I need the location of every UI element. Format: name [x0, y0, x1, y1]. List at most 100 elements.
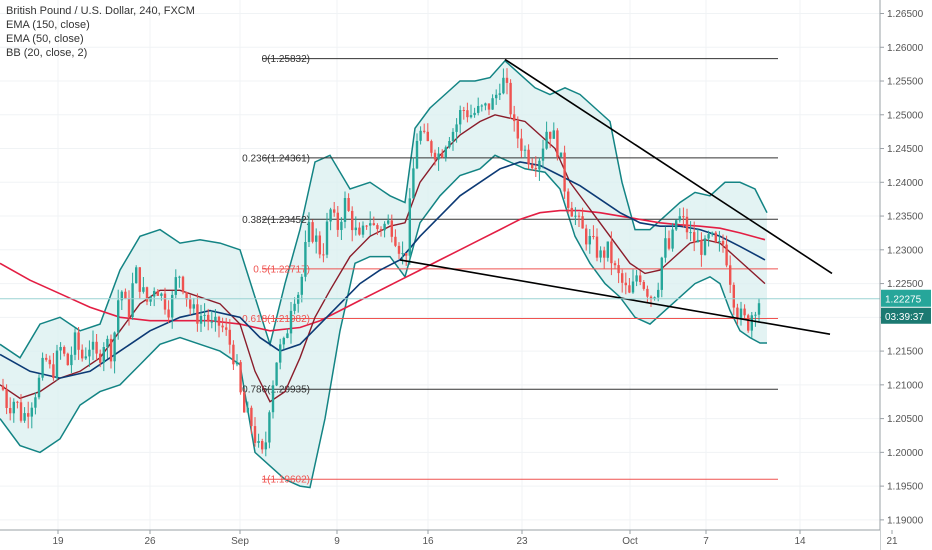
- candle-body: [228, 329, 231, 345]
- candle-body: [649, 296, 653, 299]
- trendlines[interactable]: [399, 58, 833, 335]
- candle-body: [711, 232, 714, 234]
- time-axis[interactable]: 19 26 Sep 9 16 23 Oct 7 14 21: [0, 529, 898, 550]
- candle-body: [232, 344, 235, 365]
- candle-body: [30, 407, 33, 417]
- candle-body: [261, 441, 264, 450]
- candle-body: [635, 275, 638, 282]
- candle-body: [714, 232, 717, 242]
- candle-body: [606, 241, 609, 258]
- candle-body: [153, 291, 156, 297]
- candle-body: [257, 441, 260, 443]
- candle-body: [653, 297, 656, 299]
- candle-body: [91, 341, 95, 350]
- candle-body: [538, 160, 541, 170]
- candle-body: [52, 364, 55, 378]
- candle-body: [516, 121, 519, 139]
- candle-body: [124, 291, 127, 299]
- price-tick-label: 1.24000: [887, 178, 924, 189]
- time-tick-label: 26: [144, 536, 156, 547]
- candle-body: [480, 105, 483, 107]
- candle-body: [743, 308, 746, 316]
- price-tick-label: 1.21000: [887, 380, 924, 391]
- candle-body: [433, 152, 437, 160]
- candle-body: [646, 288, 649, 297]
- candle-body: [203, 314, 206, 316]
- candle-body: [527, 149, 530, 165]
- candle-body: [487, 103, 491, 110]
- price-tick-label: 1.25000: [887, 110, 924, 121]
- candle-body: [340, 221, 343, 230]
- candle-body: [315, 235, 318, 242]
- candle-body: [747, 315, 750, 331]
- last-price-value: 1.22275: [885, 294, 922, 305]
- ema150-legend[interactable]: EMA (150, close): [6, 19, 90, 31]
- candle-body: [631, 281, 635, 293]
- price-tick-label: 1.21500: [887, 347, 924, 358]
- candle-body: [685, 216, 689, 233]
- candle-body: [5, 389, 8, 408]
- candle-body: [397, 245, 401, 254]
- candle-body: [491, 98, 494, 110]
- candle-body: [556, 130, 559, 157]
- last-price-box: [881, 289, 931, 307]
- candle-body: [138, 267, 141, 292]
- candle-body: [210, 321, 213, 323]
- price-tick-label: 1.23000: [887, 245, 924, 256]
- time-tick-label: 14: [794, 536, 806, 547]
- ema50-legend[interactable]: EMA (50, close): [6, 33, 84, 45]
- price-tick-label: 1.19000: [887, 515, 924, 526]
- candle-body: [401, 253, 404, 255]
- candle-body: [577, 215, 581, 217]
- bb-fill: [0, 60, 767, 488]
- candle-body: [181, 276, 185, 293]
- candle-body: [275, 362, 278, 386]
- candle-body: [696, 239, 699, 243]
- candle-body: [390, 220, 393, 237]
- candle-body: [750, 315, 753, 331]
- candle-body: [721, 241, 725, 245]
- candle-body: [12, 401, 15, 414]
- candle-body: [336, 212, 339, 230]
- candle-body: [48, 359, 51, 365]
- candle-body: [225, 327, 228, 330]
- fibonacci-retracement[interactable]: 0(1.25832) 0.236(1.24361) 0.382(1.23452) 0.…: [242, 54, 778, 486]
- candle-body: [739, 308, 743, 320]
- candle-body: [387, 220, 390, 224]
- candle-body: [70, 354, 73, 366]
- candle-body: [379, 229, 383, 231]
- candle-body: [214, 316, 217, 322]
- candle-body: [145, 287, 149, 302]
- price-tick-label: 1.24500: [887, 144, 924, 155]
- fib-level-label: 0(1.25832): [262, 54, 310, 65]
- candle-body: [286, 333, 289, 338]
- time-tick-label: 9: [334, 536, 340, 547]
- candle-body: [473, 112, 476, 116]
- candle-body: [268, 412, 271, 443]
- candle-body: [189, 299, 192, 309]
- candle-body: [207, 314, 210, 322]
- bb-legend[interactable]: BB (20, close, 2): [6, 47, 88, 59]
- candle-body: [408, 198, 411, 256]
- candle-body: [171, 294, 174, 318]
- candle-body: [505, 77, 509, 83]
- candle-body: [383, 223, 386, 231]
- candle-body: [246, 407, 249, 413]
- price-axis[interactable]: 1.26500 1.26000 1.25500 1.25000 1.24500 1.240…: [879, 0, 932, 550]
- candle-body: [703, 238, 707, 255]
- fib-level-label: 0.5(1.22717): [253, 264, 310, 275]
- candle-body: [394, 236, 397, 246]
- candle-body: [192, 304, 195, 309]
- candle-body: [63, 347, 66, 354]
- price-tick-label: 1.19500: [887, 482, 924, 493]
- candle-body: [19, 402, 23, 421]
- candle-body: [415, 140, 419, 169]
- candle-body: [329, 209, 332, 222]
- candle-body: [412, 168, 415, 199]
- countdown-timer: 03:39:37: [885, 312, 924, 323]
- candle-body: [423, 130, 426, 132]
- candle-body: [541, 148, 545, 161]
- price-axis-bg: [880, 0, 932, 550]
- candle-body: [757, 303, 761, 315]
